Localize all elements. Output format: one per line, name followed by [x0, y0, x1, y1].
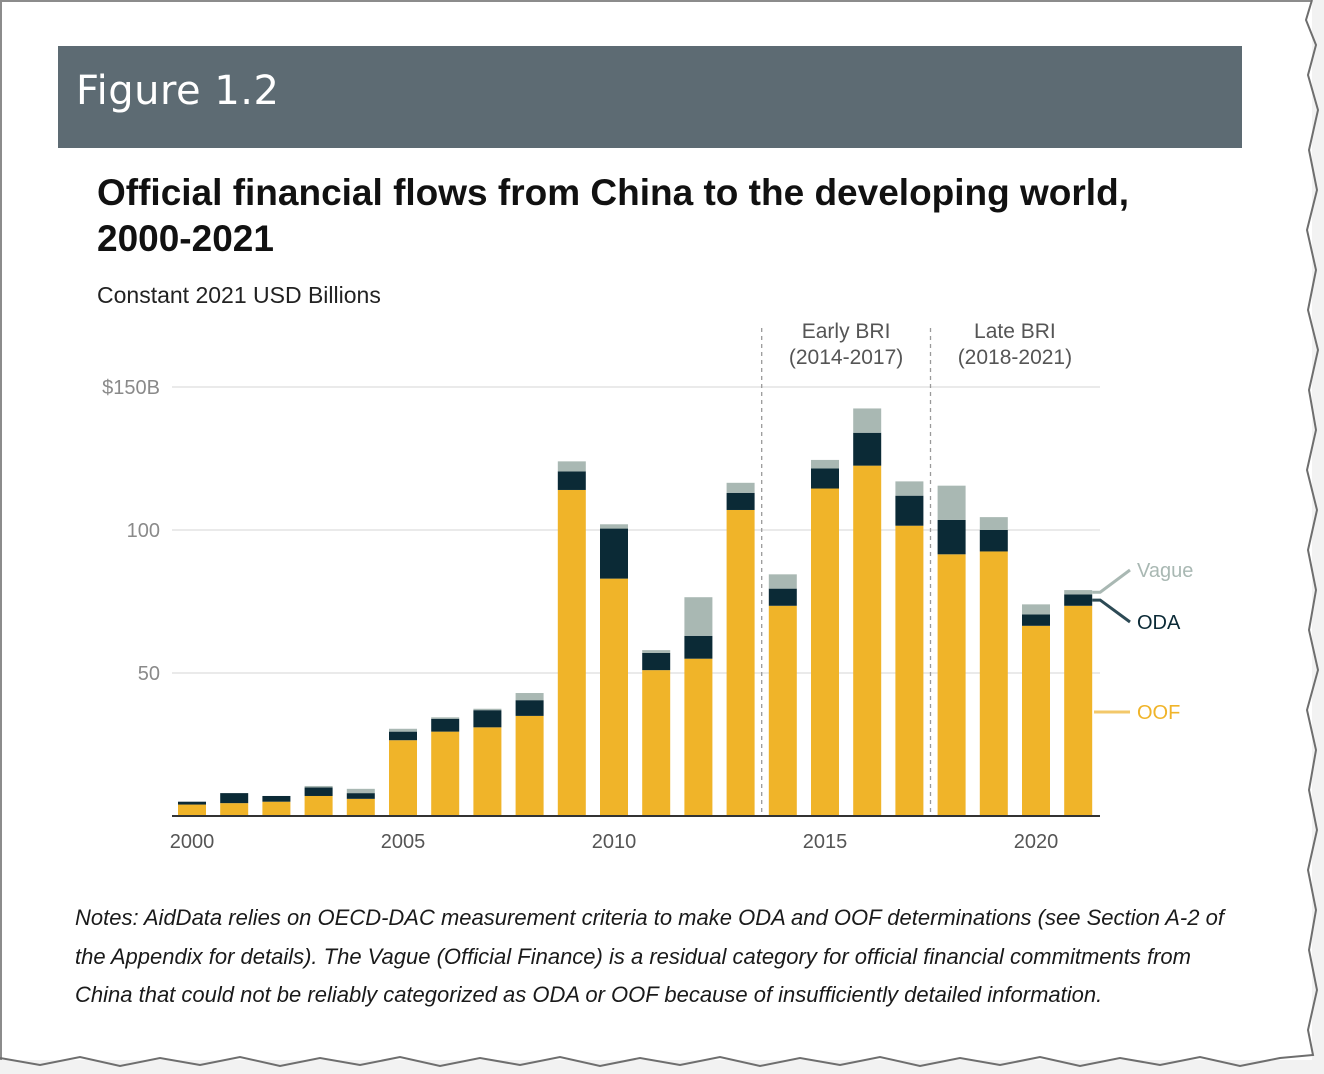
- bar-vague: [515, 693, 544, 701]
- bar-oda: [389, 731, 417, 741]
- bar-vague: [557, 461, 586, 472]
- bar-oof: [979, 551, 1008, 816]
- bar-oda: [600, 528, 628, 579]
- x-tick-label: 2000: [170, 831, 215, 853]
- bar-oof: [684, 658, 713, 816]
- era-label-years: (2018-2021): [958, 346, 1072, 369]
- bar-vague: [1022, 604, 1050, 615]
- legend-label-oda: ODA: [1137, 612, 1181, 634]
- bar-oof: [431, 731, 460, 816]
- bar-vague: [937, 485, 966, 520]
- bar-oda: [853, 432, 882, 466]
- bar-vague: [473, 708, 502, 711]
- bar-oof: [515, 715, 544, 816]
- era-label: Early BRI: [802, 320, 891, 343]
- legend-label-oof: OOF: [1137, 702, 1180, 724]
- chart-notes: Notes: AidData relies on OECD-DAC measur…: [75, 905, 1224, 1007]
- bar-oof: [178, 804, 206, 816]
- bar-oof: [768, 605, 797, 816]
- x-tick-label: 2020: [1014, 831, 1059, 853]
- bar-vague: [304, 785, 333, 788]
- figure-page: Figure 1.2 Official financial flows from…: [0, 0, 1312, 1060]
- bar-oda: [1064, 594, 1093, 606]
- bar-vague: [726, 482, 755, 493]
- bar-vague: [895, 481, 924, 496]
- y-tick-label: 50: [138, 663, 160, 685]
- bar-oda: [1022, 614, 1050, 626]
- bar-oda: [937, 519, 966, 555]
- chart-svg: 50 100 $150B Early BRI (2014-2017) Late BRI (2…: [102, 320, 1193, 853]
- bar-vague: [642, 650, 671, 653]
- y-tick-label: 100: [127, 520, 160, 542]
- bar-oda: [768, 588, 797, 606]
- bar-oof: [557, 489, 586, 816]
- bar-oda: [895, 495, 924, 526]
- legend-leader-oda: [1092, 598, 1131, 624]
- bar-oof: [473, 727, 502, 816]
- bar-oda: [979, 530, 1008, 552]
- bar-oda: [811, 468, 839, 489]
- era-label: Late BRI: [974, 320, 1056, 343]
- y-tick-label: $150B: [102, 377, 160, 399]
- bar-oof: [1022, 625, 1050, 816]
- bar-vague: [600, 524, 628, 529]
- bar-oof: [304, 795, 333, 816]
- chart-title: Official financial flows from China to t…: [97, 172, 1129, 259]
- bar-oda: [262, 795, 291, 802]
- bar-oda: [726, 492, 755, 510]
- era-label-years: (2014-2017): [789, 346, 903, 369]
- bar-oof: [389, 740, 417, 816]
- bar-oda: [557, 471, 586, 490]
- bar-oda: [431, 718, 460, 732]
- bar-oda: [220, 793, 249, 804]
- bar-oda: [304, 787, 333, 796]
- bar-oof: [642, 670, 671, 816]
- bar-oof: [262, 801, 291, 816]
- bar-vague: [431, 717, 460, 719]
- legend-leader-vague: [1092, 568, 1131, 594]
- chart-subtitle: Constant 2021 USD Billions: [97, 282, 381, 308]
- bar-vague: [346, 788, 375, 794]
- legend-label-vague: Vague: [1137, 560, 1193, 582]
- bar-oof: [1064, 605, 1093, 816]
- x-tick-label: 2010: [592, 831, 637, 853]
- bar-oof: [220, 803, 249, 816]
- bar-oda: [684, 635, 713, 659]
- bar-vague: [1064, 590, 1093, 595]
- bar-vague: [979, 517, 1008, 530]
- bar-oda: [515, 700, 544, 716]
- bar-oof: [853, 465, 882, 816]
- bar-oda: [346, 793, 375, 799]
- bar-vague: [389, 728, 417, 732]
- bar-oof: [895, 525, 924, 816]
- bar-oof: [600, 578, 628, 816]
- bar-vague: [811, 459, 839, 469]
- bar-oof: [346, 798, 375, 816]
- bar-oda: [642, 652, 671, 671]
- x-tick-label: 2005: [381, 831, 426, 853]
- bar-oof: [726, 509, 755, 816]
- x-tick-label: 2015: [803, 831, 848, 853]
- figure-banner: Figure 1.2: [58, 46, 1242, 148]
- bar-oda: [178, 801, 206, 805]
- bar-vague: [853, 408, 882, 433]
- bar-oda: [473, 710, 502, 728]
- figure-label: Figure 1.2: [76, 68, 280, 114]
- bar-oof: [937, 554, 966, 816]
- bar-vague: [768, 574, 797, 589]
- bar-oof: [811, 488, 839, 816]
- bar-vague: [684, 597, 713, 636]
